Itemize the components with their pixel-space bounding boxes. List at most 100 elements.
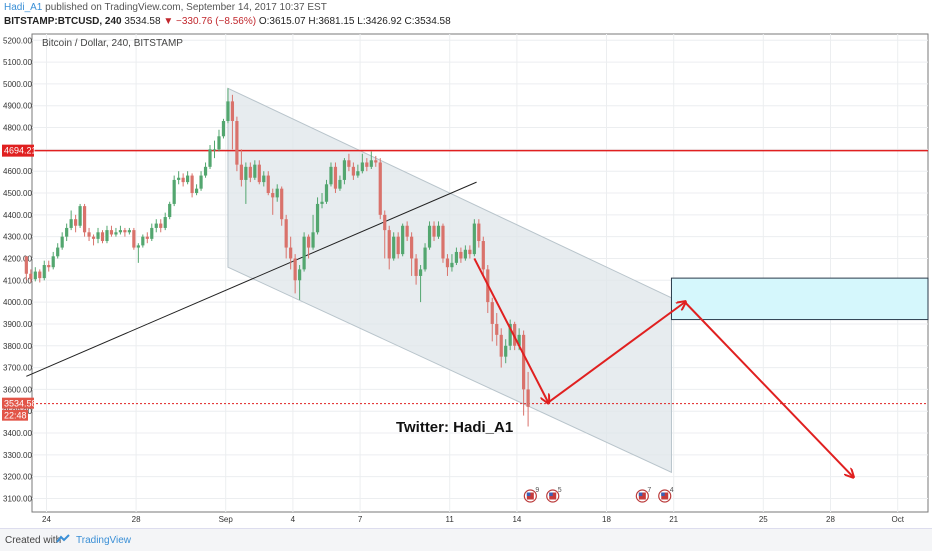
projection-arrow[interactable] xyxy=(684,301,853,477)
down-arrow-icon: ▼ xyxy=(163,16,174,27)
candle xyxy=(177,171,181,185)
x-tick-label: 18 xyxy=(602,515,611,524)
candle xyxy=(306,234,311,259)
projection-arrow[interactable] xyxy=(547,302,685,404)
us-event-flag-icon[interactable]: 9 xyxy=(523,487,539,503)
trend-line[interactable] xyxy=(26,181,477,377)
candle xyxy=(65,223,69,242)
candle xyxy=(387,225,391,270)
candle xyxy=(24,256,28,281)
candle xyxy=(266,171,270,196)
candle xyxy=(481,236,485,276)
candle xyxy=(463,245,467,261)
projection-arrows[interactable] xyxy=(473,258,853,477)
x-tick-label: 4 xyxy=(291,515,296,524)
candle xyxy=(450,254,454,272)
event-markers[interactable]: 9 5 7 4 xyxy=(523,487,674,503)
us-event-flag-icon[interactable]: 4 xyxy=(658,487,674,503)
candle xyxy=(226,88,230,124)
candle xyxy=(315,197,320,235)
candle xyxy=(271,188,275,215)
candle xyxy=(374,155,378,167)
price-chart[interactable]: 3100.003200.003300.003400.003500.003600.… xyxy=(0,28,932,528)
y-tick-label: 4100.00 xyxy=(3,276,32,285)
y-tick-label: 4200.00 xyxy=(3,254,32,263)
candle xyxy=(454,247,459,266)
candle xyxy=(105,225,109,244)
candle xyxy=(109,225,114,237)
candle xyxy=(123,227,127,237)
candle xyxy=(418,265,423,303)
author-link[interactable]: Hadi_A1 xyxy=(4,2,43,13)
candle xyxy=(145,232,149,244)
x-tick-label: 14 xyxy=(512,515,521,524)
y-tick-label: 5200.00 xyxy=(3,36,32,45)
candle xyxy=(383,210,387,259)
x-tick-label: 11 xyxy=(446,515,455,524)
candle xyxy=(136,243,140,263)
candle xyxy=(324,179,329,204)
projection-arrow[interactable] xyxy=(473,258,548,402)
y-tick-label: 4400.00 xyxy=(3,211,32,220)
price-change: −330.76 (−8.56%) xyxy=(176,16,257,27)
x-tick-label: Oct xyxy=(891,515,904,524)
candle xyxy=(159,219,163,233)
us-event-flag-icon[interactable]: 5 xyxy=(546,487,562,503)
y-tick-label: 4500.00 xyxy=(3,189,32,198)
event-count: 4 xyxy=(670,487,674,494)
candle xyxy=(405,221,409,242)
candle xyxy=(508,319,512,351)
candle xyxy=(96,227,100,244)
candle xyxy=(172,175,176,207)
candle xyxy=(423,243,427,272)
target-zone[interactable] xyxy=(670,277,929,321)
footer-bar: Created with TradingView xyxy=(0,528,932,551)
candle xyxy=(221,118,226,139)
x-tick-label: 24 xyxy=(42,515,51,524)
candle xyxy=(378,158,382,220)
candle xyxy=(347,153,351,172)
candle xyxy=(29,269,33,283)
candle xyxy=(284,214,288,259)
candle xyxy=(262,171,266,187)
candle xyxy=(298,265,302,300)
y-tick-label: 5100.00 xyxy=(3,58,32,67)
event-count: 9 xyxy=(535,487,539,494)
candle xyxy=(302,232,306,272)
countdown-label: 22:48 xyxy=(4,411,27,421)
us-event-flag-icon[interactable]: 7 xyxy=(635,487,651,503)
candle xyxy=(239,149,243,187)
candle xyxy=(127,227,131,235)
candle xyxy=(212,140,217,159)
candle xyxy=(320,193,324,209)
resistance-label-bg xyxy=(2,144,34,157)
candle xyxy=(248,162,252,183)
y-tick-label: 4000.00 xyxy=(3,298,32,307)
candle xyxy=(280,186,284,226)
symbol-info: BITSTAMP:BTCUSD, 240 3534.58 ▼ −330.76 (… xyxy=(4,16,451,27)
event-count: 7 xyxy=(647,487,651,494)
x-tick-label: 7 xyxy=(358,515,363,524)
published-text: published on TradingView.com, September … xyxy=(45,2,327,13)
candle xyxy=(477,219,481,248)
candle xyxy=(495,313,499,346)
twitter-annotation: Twitter: Hadi_A1 xyxy=(396,419,513,436)
publish-info: Hadi_A1 published on TradingView.com, Se… xyxy=(4,2,327,13)
candle xyxy=(311,214,315,250)
candle xyxy=(365,158,369,172)
y-tick-label: 3900.00 xyxy=(3,320,32,329)
candle xyxy=(141,234,145,248)
y-tick-label: 4900.00 xyxy=(3,102,32,111)
y-tick-label: 4600.00 xyxy=(3,167,32,176)
chart-title: Bitcoin / Dollar, 240, BITSTAMP xyxy=(42,38,183,49)
y-tick-label: 3800.00 xyxy=(3,342,32,351)
candle xyxy=(56,243,60,259)
candle xyxy=(522,330,526,416)
y-tick-label: 4300.00 xyxy=(3,233,32,242)
symbol-label: BITSTAMP:BTCUSD, 240 xyxy=(4,16,122,27)
tradingview-link[interactable]: TradingView xyxy=(76,535,132,546)
candle xyxy=(51,251,55,270)
candle xyxy=(369,151,373,170)
candle xyxy=(396,232,400,259)
candle xyxy=(114,227,118,237)
